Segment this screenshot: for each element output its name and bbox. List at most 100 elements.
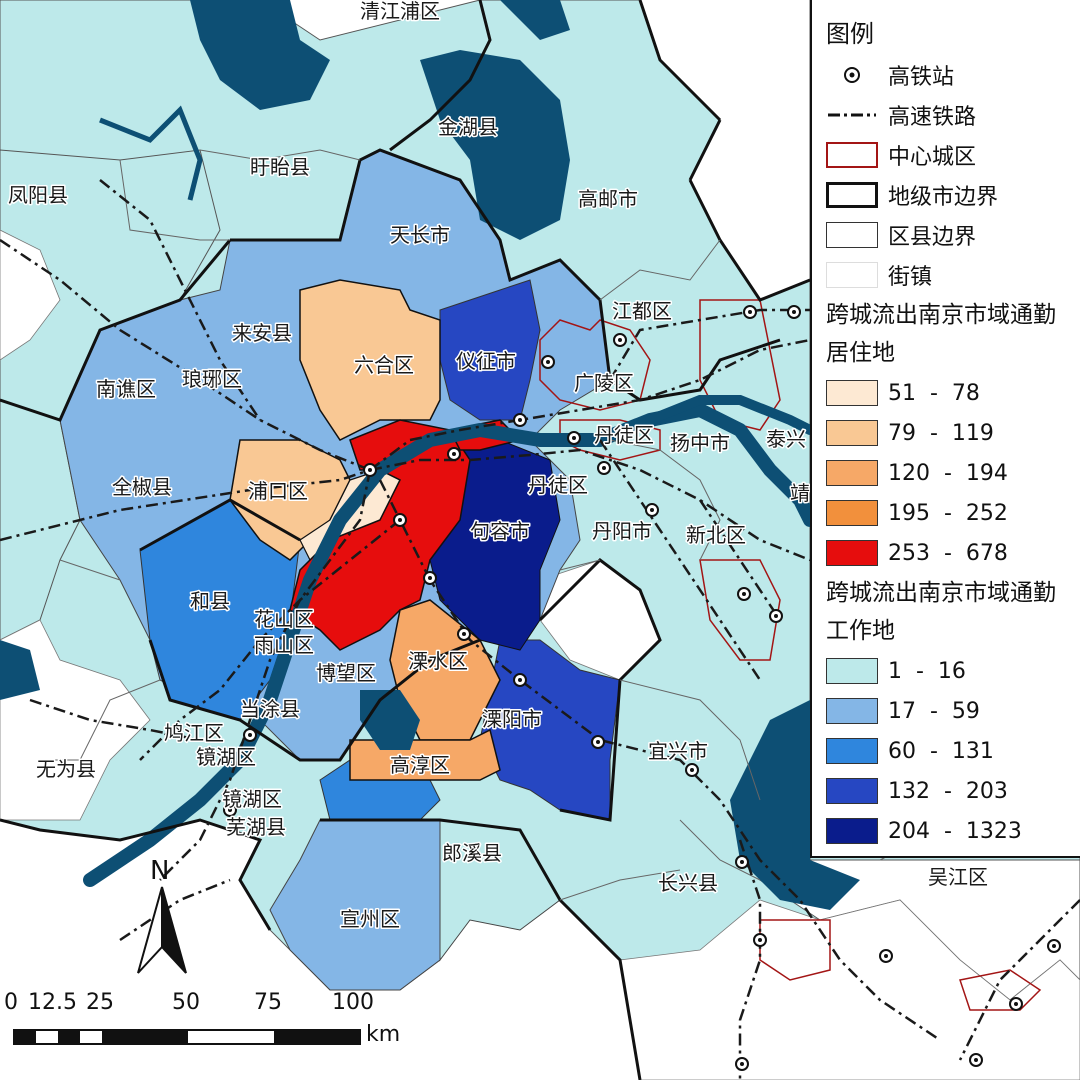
station-dot-icon[interactable] bbox=[513, 413, 527, 427]
place-label[interactable]: 来安县 bbox=[231, 320, 294, 347]
legend-label: 132 - 203 bbox=[888, 778, 1008, 804]
legend-row-railway: 高速铁路 bbox=[826, 100, 976, 130]
station-dot-icon[interactable] bbox=[591, 735, 605, 749]
legend-workplace-class: 17 - 59 bbox=[826, 696, 980, 726]
place-label[interactable]: 雨山区 bbox=[253, 632, 316, 659]
station-dot-icon[interactable] bbox=[753, 933, 767, 947]
place-label[interactable]: 溧水区 bbox=[407, 648, 470, 675]
legend-label: 195 - 252 bbox=[888, 500, 1008, 526]
place-label[interactable]: 六合区 bbox=[353, 352, 416, 379]
swatch bbox=[826, 658, 878, 684]
station-dot-icon[interactable] bbox=[243, 728, 257, 742]
scale-bar: 0 12.5 25 50 75 100 km bbox=[0, 990, 430, 1060]
station-dot-icon[interactable] bbox=[743, 305, 757, 319]
region-workplace-132-203-yizheng[interactable] bbox=[439, 279, 541, 421]
station-dot-icon[interactable] bbox=[447, 447, 461, 461]
county-boundary-icon bbox=[826, 222, 878, 248]
place-label[interactable]: 丹阳市 bbox=[591, 518, 654, 545]
place-label[interactable]: 靖 bbox=[789, 480, 812, 507]
region-residence-195-252[interactable] bbox=[389, 599, 501, 741]
place-label[interactable]: 郎溪县 bbox=[441, 840, 504, 867]
place-label[interactable]: 广陵区 bbox=[573, 370, 636, 397]
urban-core-outline-icon bbox=[826, 142, 878, 168]
station-dot-icon[interactable] bbox=[513, 673, 527, 687]
station-dot-icon[interactable] bbox=[541, 355, 555, 369]
place-label[interactable]: 丹徒区 bbox=[593, 422, 656, 449]
high-speed-railways bbox=[0, 179, 1080, 1080]
lake-baoying bbox=[500, 0, 570, 40]
place-labels: 清江浦区 金湖县 盱眙县 凤阳县 高邮市 天长市 来安县 六合区 仪征市 江都区… bbox=[7, 0, 990, 933]
station-dot-icon[interactable] bbox=[787, 305, 801, 319]
place-label[interactable]: 全椒县 bbox=[111, 474, 174, 501]
swatch bbox=[826, 698, 878, 724]
place-label[interactable]: 浦口区 bbox=[247, 478, 310, 505]
station-dot-icon[interactable] bbox=[685, 763, 699, 777]
scale-tick: 0 bbox=[4, 990, 18, 1015]
station-dot-icon[interactable] bbox=[393, 513, 407, 527]
north-arrow: N bbox=[128, 855, 196, 975]
legend-row-prefecture: 地级市边界 bbox=[826, 180, 998, 210]
place-label[interactable]: 琅琊区 bbox=[181, 366, 244, 393]
place-label[interactable]: 无为县 bbox=[35, 756, 98, 783]
region-residence-79-119-luhe[interactable] bbox=[299, 279, 441, 441]
place-label[interactable]: 新北区 bbox=[685, 522, 748, 549]
place-label[interactable]: 仪征市 bbox=[455, 348, 518, 375]
place-label[interactable]: 凤阳县 bbox=[7, 182, 70, 209]
station-dot-icon[interactable] bbox=[645, 503, 659, 517]
place-label[interactable]: 和县 bbox=[189, 588, 232, 615]
place-label[interactable]: 溧阳市 bbox=[481, 706, 544, 733]
station-dot-icon[interactable] bbox=[879, 949, 893, 963]
scale-unit: km bbox=[366, 1022, 401, 1047]
place-label[interactable]: 天长市 bbox=[389, 222, 452, 249]
station-dot-icon[interactable] bbox=[613, 333, 627, 347]
station-dot-icon[interactable] bbox=[735, 1057, 749, 1071]
place-label[interactable]: 盱眙县 bbox=[249, 154, 312, 181]
place-label[interactable]: 镜湖区 bbox=[221, 786, 284, 813]
station-dot-icon[interactable] bbox=[1047, 939, 1061, 953]
urban-core-outline-wuxi bbox=[759, 919, 831, 981]
legend-workplace-class: 1 - 16 bbox=[826, 656, 966, 686]
north-arrow-icon bbox=[137, 886, 187, 974]
legend-label: 17 - 59 bbox=[888, 698, 980, 724]
legend-label: 204 - 1323 bbox=[888, 818, 1022, 844]
place-label[interactable]: 宣州区 bbox=[339, 906, 402, 933]
place-label[interactable]: 扬中市 bbox=[669, 430, 732, 457]
place-label[interactable]: 博望区 bbox=[315, 660, 378, 687]
place-label[interactable]: 花山区 bbox=[253, 606, 316, 633]
legend-label: 79 - 119 bbox=[888, 420, 994, 446]
place-label[interactable]: 吴江区 bbox=[927, 864, 990, 891]
station-dot-icon[interactable] bbox=[567, 431, 581, 445]
lake-taihu bbox=[730, 700, 860, 910]
legend-row-station: 高铁站 bbox=[826, 60, 954, 90]
place-label[interactable]: 清江浦区 bbox=[359, 0, 442, 25]
station-dot-icon[interactable] bbox=[597, 461, 611, 475]
place-label[interactable]: 江都区 bbox=[611, 298, 674, 325]
place-label[interactable]: 宜兴市 bbox=[647, 738, 710, 765]
town-fill-icon bbox=[826, 262, 878, 288]
place-label[interactable]: 句容市 bbox=[469, 518, 532, 545]
place-label[interactable]: 长兴县 bbox=[657, 870, 720, 897]
place-label[interactable]: 芜湖县 bbox=[225, 814, 288, 841]
place-label[interactable]: 金湖县 bbox=[437, 114, 500, 141]
place-label[interactable]: 泰兴 bbox=[765, 426, 808, 453]
station-dot-icon[interactable] bbox=[223, 803, 237, 817]
place-label[interactable]: 镜湖区 bbox=[195, 744, 258, 771]
legend-label: 253 - 678 bbox=[888, 540, 1008, 566]
station-dot-icon[interactable] bbox=[737, 587, 751, 601]
place-label[interactable]: 丹徒区 bbox=[527, 472, 590, 499]
station-dot-icon[interactable] bbox=[735, 855, 749, 869]
urban-core-outline-suzhou bbox=[959, 969, 1042, 1011]
station-dot-icon[interactable] bbox=[769, 609, 783, 623]
place-label[interactable]: 鸠江区 bbox=[163, 720, 226, 747]
place-label[interactable]: 高淳区 bbox=[389, 752, 452, 779]
legend-label: 高速铁路 bbox=[888, 105, 977, 130]
station-dot-icon[interactable] bbox=[423, 571, 437, 585]
station-dot-icon[interactable] bbox=[969, 1053, 983, 1067]
station-dot-icon[interactable] bbox=[1009, 997, 1023, 1011]
place-label[interactable]: 南谯区 bbox=[95, 376, 158, 403]
place-label[interactable]: 高邮市 bbox=[577, 186, 640, 213]
place-label[interactable]: 当涂县 bbox=[239, 696, 302, 723]
station-dot-icon[interactable] bbox=[363, 463, 377, 477]
station-dot-icon[interactable] bbox=[457, 627, 471, 641]
